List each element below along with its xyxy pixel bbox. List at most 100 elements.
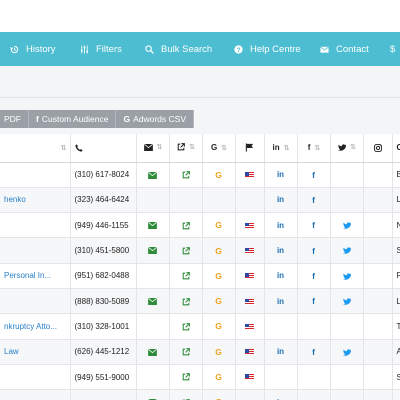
google-icon[interactable]: G [202,313,236,340]
nav-contact[interactable]: Contact [320,32,369,66]
google-icon[interactable]: G [202,162,236,188]
business-name-link[interactable]: henko [0,187,71,214]
col-twitter-header[interactable]: ⇅ [330,134,364,163]
sort-icon[interactable]: ⇅ [156,144,163,151]
sort-icon[interactable]: ⇅ [283,144,290,152]
external-link-icon[interactable] [169,339,203,365]
table-row[interactable]: nkruptcy Atto...(310) 328-1001 G Torrar [0,313,400,340]
business-name-link[interactable]: Law [0,339,71,365]
google-icon[interactable]: G [202,237,236,264]
facebook-icon[interactable]: f [297,237,331,264]
twitter-icon[interactable] [330,263,364,289]
city-cell: Newp [392,212,400,239]
business-name-link[interactable] [0,364,71,391]
export-pdf-button[interactable]: PDF [0,110,29,128]
page-gap [0,66,400,98]
email-icon[interactable] [136,212,170,239]
external-link-icon[interactable] [169,263,203,289]
google-icon[interactable]: G [202,263,236,289]
linkedin-icon[interactable]: in [264,212,298,239]
col-instagram-header[interactable] [363,134,393,163]
email-icon[interactable] [136,389,170,400]
twitter-cell [330,313,364,340]
nav-bulk-search[interactable]: Bulk Search [145,32,212,66]
business-name-link[interactable]: nkruptcy Atto... [0,313,71,340]
linkedin-icon[interactable]: in [264,288,298,315]
col-email-header[interactable]: ⇅ [136,134,170,163]
external-link-icon[interactable] [169,212,203,239]
google-icon[interactable]: G [202,339,236,365]
linkedin-icon[interactable]: in [264,339,298,365]
email-icon[interactable] [136,237,170,264]
google-icon[interactable]: G [202,389,236,400]
sort-icon[interactable]: ⇅ [314,144,320,152]
twitter-icon[interactable] [330,288,364,315]
nav-help-centre[interactable]: ? Help Centre [234,32,301,66]
facebook-icon[interactable]: f [297,162,331,188]
nav-pricing[interactable]: $ [390,32,395,66]
external-link-icon[interactable] [169,313,203,340]
business-name-link[interactable]: Personal In... [0,263,71,289]
question-circle-icon: ? [234,44,243,54]
table-row[interactable]: Gin [0,389,400,400]
col-linkedin-header[interactable]: in ⇅ [264,134,298,163]
business-name-link[interactable] [0,162,71,188]
col-website-header[interactable]: ⇅ [169,134,203,163]
facebook-icon[interactable]: f [297,187,331,214]
email-cell [136,263,170,289]
table-header-row: ⇅ ⇅ ⇅ G⇅ in⇅ f⇅ ⇅ City [0,134,400,163]
email-icon[interactable] [136,288,170,315]
facebook-icon[interactable]: f [297,212,331,239]
google-icon[interactable]: G [202,288,236,315]
twitter-icon[interactable] [330,212,364,239]
linkedin-icon[interactable]: in [264,389,298,400]
table-row[interactable]: henko(323) 464-6424 inf Los A [0,187,400,214]
business-name-link[interactable] [0,288,71,315]
linkedin-icon[interactable]: in [264,187,298,214]
phone-cell: (626) 445-1212 [70,339,137,365]
business-name-link[interactable] [0,389,71,400]
external-link-icon[interactable] [169,162,203,188]
business-name-link[interactable] [0,212,71,239]
col-google-header[interactable]: G ⇅ [202,134,236,163]
col-phone-header[interactable] [70,134,137,163]
table-row[interactable]: (949) 551-9000 G Seal E [0,364,400,391]
facebook-icon[interactable]: f [297,339,331,365]
email-icon[interactable] [136,339,170,365]
external-link-icon[interactable] [169,237,203,264]
external-link-icon[interactable] [169,288,203,315]
col-name-header[interactable]: ⇅ [0,134,71,163]
external-link-icon[interactable] [169,364,203,391]
us-flag-icon [235,389,265,400]
linkedin-icon[interactable]: in [264,162,298,188]
envelope-icon [143,143,153,151]
twitter-icon[interactable] [330,237,364,264]
nav-filters[interactable]: Filters [80,32,122,66]
twitter-icon[interactable] [330,339,364,365]
google-icon[interactable]: G [202,364,236,391]
linkedin-icon[interactable]: in [264,237,298,264]
sort-icon[interactable]: ⇅ [221,144,227,152]
sort-icon[interactable]: ⇅ [60,144,67,152]
sort-icon[interactable]: ⇅ [350,144,356,151]
facebook-icon[interactable]: f [297,263,331,289]
linkedin-icon[interactable]: in [264,263,298,289]
col-city-header[interactable]: City [392,134,400,163]
col-facebook-header[interactable]: f ⇅ [297,134,331,163]
adwords-csv-button[interactable]: G Adwords CSV [116,110,195,128]
sort-icon[interactable]: ⇅ [189,143,195,151]
nav-history[interactable]: History [10,32,56,66]
custom-audience-button[interactable]: f Custom Audience [29,110,117,128]
external-link-icon[interactable] [169,389,203,400]
facebook-icon[interactable]: f [297,288,331,315]
business-name-link[interactable] [0,237,71,264]
col-country-header[interactable] [235,134,265,163]
google-icon[interactable]: G [202,212,236,239]
email-icon[interactable] [136,162,170,188]
